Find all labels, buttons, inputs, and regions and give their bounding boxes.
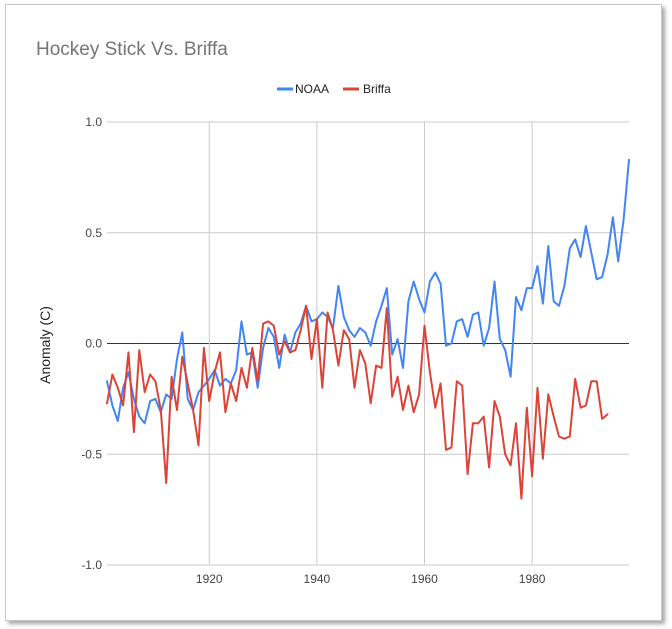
x-tick-label: 1980 — [519, 572, 546, 586]
x-tick-label: 1920 — [196, 572, 223, 586]
y-tick-label: 0.0 — [85, 337, 102, 351]
y-tick-label: 1.0 — [85, 115, 102, 129]
legend-label-noaa: NOAA — [295, 82, 329, 96]
series-line-noaa — [106, 158, 630, 425]
y-tick-label: -1.0 — [81, 558, 102, 572]
y-tick-label: -0.5 — [81, 447, 102, 461]
tick-labels: 1.0 0.5 0.0 -0.5 -1.0 1920 1940 1960 1980 — [81, 115, 545, 586]
chart-frame: Hockey Stick Vs. Briffa NOAA Briffa Anom… — [5, 4, 662, 621]
line-chart: Hockey Stick Vs. Briffa NOAA Briffa Anom… — [36, 39, 630, 586]
x-tick-label: 1940 — [304, 572, 331, 586]
gridlines — [107, 121, 629, 566]
x-tick-label: 1960 — [411, 572, 438, 586]
legend: NOAA Briffa — [277, 82, 391, 96]
series-line-briffa — [106, 304, 609, 500]
legend-label-briffa: Briffa — [363, 82, 391, 96]
y-axis-label: Anomaly (C) — [37, 306, 53, 384]
series-lines — [106, 158, 630, 500]
chart-title: Hockey Stick Vs. Briffa — [36, 39, 228, 60]
y-tick-label: 0.5 — [85, 226, 102, 240]
